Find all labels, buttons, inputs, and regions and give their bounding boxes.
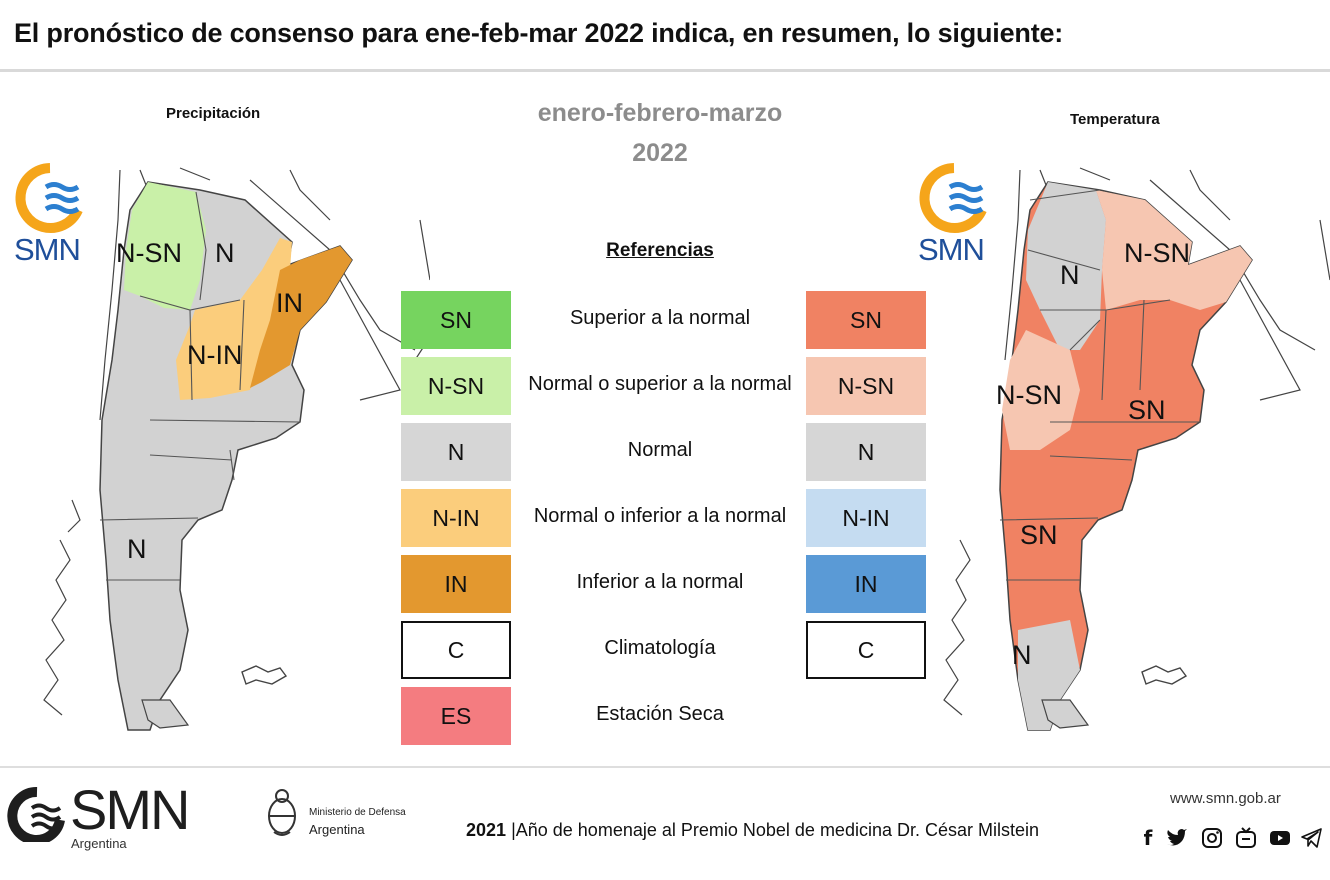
province-borders [999,189,1200,581]
malvinas-islands [1141,665,1188,685]
season-year: 2022 [632,139,688,167]
smn-logo-wave [948,182,984,192]
precip-region-label: N-SN [116,238,182,268]
temp-region-label: N-SN [996,380,1062,410]
footer-separator: | [511,820,516,840]
legend-description: Normal [627,439,693,461]
smn-logo-wave [948,193,984,203]
footer-smn-logo-text: SMN [70,778,190,841]
legend-swatch-temp: IN [806,555,926,613]
chile-coast [43,499,81,716]
twitter-icon[interactable] [1164,826,1188,850]
legend-swatch-temp: N-SN [806,357,926,415]
legend-swatch-temp: N [806,423,926,481]
legend-swatch-precip: SN [401,291,511,349]
precipitation-title: Precipitación [166,105,261,122]
temp-region-label: N-SN [1124,238,1190,268]
temp-region-label: N [1060,260,1080,290]
neighbor-borders [99,167,430,421]
legend-swatch-precip: C [401,621,511,679]
precip-region-label: N [127,534,147,564]
footer-url-link[interactable]: www.smn.gob.ar [1170,790,1281,807]
legend-title: Referencias [606,240,714,261]
tierra-del-fuego [141,699,190,729]
page-title: El pronóstico de consenso para ene-feb-m… [14,18,1064,48]
smn-logo-text-temperature: SMN [918,232,985,267]
precipitation-map [43,167,430,731]
region-nsn-precip [124,182,206,310]
region-n-temp-south [1018,620,1080,730]
temp-region-label: SN [1020,520,1058,550]
header-divider [0,69,1330,72]
temp-region-label: SN [1128,395,1166,425]
region-nsn-temp-west [1002,330,1080,450]
legend-swatch-precip: ES [401,687,511,745]
facebook-icon[interactable]: f [1143,826,1153,850]
region-nsn-temp-north [1096,190,1252,310]
season-months: enero-febrero-marzo [537,99,783,127]
footer-year: 2021 [466,820,507,840]
region-nin-precip [176,238,292,400]
ministry-country: Argentina [309,822,365,837]
legend-swatch-precip: N-IN [401,489,511,547]
legend-swatch-temp: SN [806,291,926,349]
smn-footer-logo-arc [7,786,65,842]
region-in-precip [250,246,352,388]
legend-description: Superior a la normal [569,307,751,329]
footer-divider [0,766,1330,768]
argentina-coat-of-arms-icon [268,789,296,836]
smn-footer-logo-wave [30,812,62,822]
legend-swatch-precip: N-SN [401,357,511,415]
smn-logo-arc [919,163,987,233]
footer-smn-logo-subtitle: Argentina [71,836,127,851]
legend-description: Normal o inferior a la normal [533,505,787,527]
youtube-icon[interactable] [1268,826,1292,850]
footer-tagline-text: Año de homenaje al Premio Nobel de medic… [515,820,1040,840]
chile-coast [943,539,971,716]
neighbor-borders [1004,167,1330,401]
legend-swatch-precip: N [401,423,511,481]
smn-logo-precipitation [15,163,83,233]
precip-region-label: IN [276,288,303,318]
precip-region-label: N [215,238,235,268]
smn-logo-text-precipitation: SMN [14,232,81,267]
smn-footer-logo-wave [30,821,62,831]
legend-description: Normal o superior a la normal [528,373,792,395]
temp-region-label: N [1012,640,1032,670]
region-n-temp [1026,182,1106,350]
smn-logo-wave [44,204,80,214]
smn-footer-logo-icon [7,786,65,842]
smn-logo-wave [44,193,80,203]
malvinas-islands [241,665,288,685]
precip-region-label: N-IN [187,340,243,370]
instagram-icon[interactable] [1200,826,1224,850]
legend-description: Inferior a la normal [576,571,744,593]
legend-description: Estación Seca [596,703,724,725]
temperature-map [943,167,1330,731]
footer-tagline: 2021 |Año de homenaje al Premio Nobel de… [466,820,1039,841]
temperature-title: Temperatura [1070,111,1160,128]
province-borders [99,191,301,581]
legend-swatch-temp: C [806,621,926,679]
smn-logo-wave [948,204,984,214]
tierra-del-fuego [1041,699,1090,729]
ministry-name: Ministerio de Defensa [309,807,406,818]
telegram-icon[interactable] [1300,826,1324,850]
legend-swatch-precip: IN [401,555,511,613]
smn-footer-logo-wave [30,803,62,813]
smn-logo-wave [44,182,80,192]
smn-logo-arc [15,163,83,233]
legend-description: Climatología [604,637,716,659]
tv-icon[interactable] [1234,826,1258,850]
season-heading: enero-febrero-marzo 2022 [530,93,790,173]
smn-logo-temperature [919,163,987,233]
legend-swatch-temp: N-IN [806,489,926,547]
